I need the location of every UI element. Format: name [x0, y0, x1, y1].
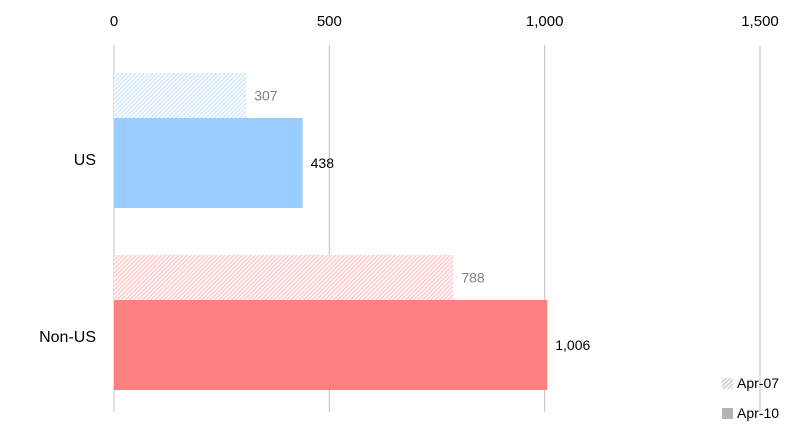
category-label: US: [74, 152, 96, 169]
bar-us-apr-10: [114, 118, 303, 208]
legend-swatch-apr-10: [722, 408, 733, 419]
x-tick-label: 1,000: [526, 13, 564, 30]
data-label: 307: [254, 88, 278, 104]
x-tick-label: 0: [110, 13, 118, 30]
x-tick-label: 1,500: [741, 13, 779, 30]
data-label: 1,006: [555, 337, 590, 353]
data-label: 788: [461, 270, 485, 286]
data-label: 438: [311, 155, 335, 171]
category-label: Non-US: [39, 329, 96, 346]
bar-us-apr-07: [114, 73, 247, 118]
legend-label: Apr-07: [737, 375, 779, 391]
bar-non-us-apr-07: [114, 255, 454, 300]
x-tick-label: 500: [317, 13, 342, 30]
legend-swatch-apr-07: [722, 378, 733, 389]
legend-label: Apr-10: [737, 405, 779, 421]
legend: Apr-07 Apr-10: [722, 375, 779, 421]
bar-non-us-apr-10: [114, 300, 548, 390]
